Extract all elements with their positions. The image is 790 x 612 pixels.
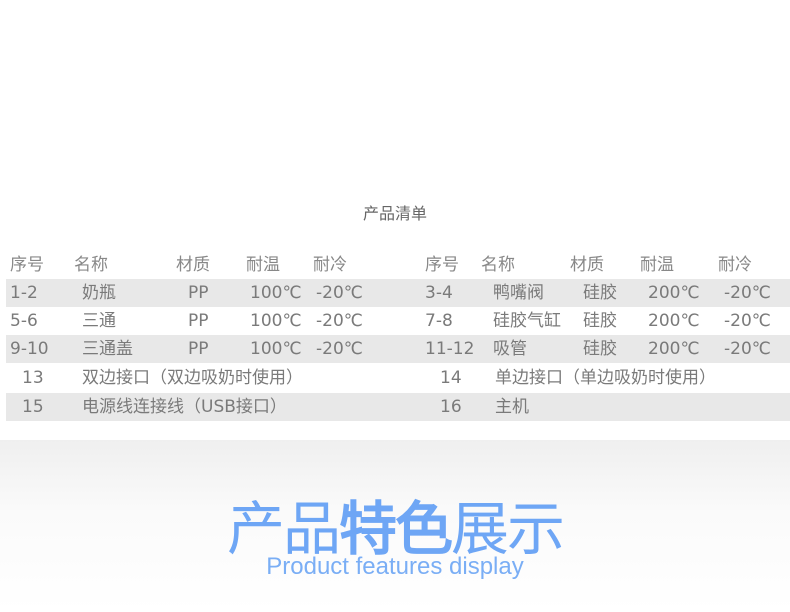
- col-name-cell: 三通: [82, 311, 116, 331]
- header-col-name: 名称: [74, 255, 108, 275]
- product-list-title: 产品清单: [362, 204, 427, 223]
- col-index-cell: 11-12: [425, 339, 475, 359]
- col-material-cell: PP: [188, 311, 209, 331]
- col-index-cell: 15: [22, 397, 44, 417]
- col-cold-cell: -20℃: [316, 311, 363, 331]
- col-cold-cell: -20℃: [316, 283, 363, 303]
- col-heat-cell: 200℃: [648, 339, 700, 359]
- col-index-cell: 9-10: [10, 339, 49, 359]
- features-title-part2: 展示: [451, 495, 565, 563]
- row-band: [6, 279, 790, 307]
- col-material-cell: 硅胶: [583, 339, 617, 359]
- col-name-cell: 双边接口（双边吸奶时使用）: [82, 368, 303, 388]
- col-material-cell: 硅胶: [583, 311, 617, 331]
- col-cold-cell: -20℃: [724, 339, 771, 359]
- col-name-cell: 电源线连接线（USB接口）: [82, 397, 287, 417]
- col-material-cell: 硅胶: [583, 283, 617, 303]
- header-col-heat: 耐温: [640, 255, 674, 275]
- col-index-cell: 7-8: [425, 311, 453, 331]
- header-col-cold: 耐冷: [718, 255, 752, 275]
- col-name-cell: 奶瓶: [82, 283, 116, 303]
- features-title-part1: 产品: [226, 495, 341, 563]
- features-title: 产品特色展示: [0, 482, 790, 566]
- col-index-cell: 16: [440, 397, 462, 417]
- header-col-material: 材质: [176, 255, 210, 275]
- col-index-cell: 3-4: [425, 283, 453, 303]
- col-material-cell: PP: [188, 339, 209, 359]
- col-cold-cell: -20℃: [316, 339, 363, 359]
- col-name-cell: 吸管: [493, 339, 527, 359]
- header-col-heat: 耐温: [246, 255, 280, 275]
- row-band: [6, 335, 790, 363]
- header-col-material: 材质: [570, 255, 604, 275]
- col-cold-cell: -20℃: [724, 311, 771, 331]
- header-col-cold: 耐冷: [313, 255, 347, 275]
- col-index-cell: 5-6: [10, 311, 38, 331]
- col-index-cell: 13: [22, 368, 44, 388]
- col-name-cell: 鸭嘴阀: [493, 283, 544, 303]
- col-heat-cell: 200℃: [648, 283, 700, 303]
- features-title-bold: 特色: [338, 495, 453, 563]
- col-index-cell: 14: [440, 368, 462, 388]
- col-cold-cell: -20℃: [724, 283, 771, 303]
- header-col-name: 名称: [481, 255, 515, 275]
- features-section: [0, 440, 790, 612]
- col-index-cell: 1-2: [10, 283, 38, 303]
- col-heat-cell: 200℃: [648, 311, 700, 331]
- col-name-cell: 主机: [495, 397, 529, 417]
- header-col-index: 序号: [425, 255, 459, 275]
- col-heat-cell: 100℃: [250, 283, 302, 303]
- col-name-cell: 硅胶气缸: [493, 311, 561, 331]
- features-subtitle: Product features display: [266, 553, 524, 580]
- col-heat-cell: 100℃: [250, 339, 302, 359]
- col-heat-cell: 100℃: [250, 311, 302, 331]
- row-band: [6, 393, 790, 421]
- header-col-index: 序号: [10, 255, 44, 275]
- col-material-cell: PP: [188, 283, 209, 303]
- col-name-cell: 三通盖: [82, 339, 133, 359]
- col-name-cell: 单边接口（单边吸奶时使用）: [495, 368, 716, 388]
